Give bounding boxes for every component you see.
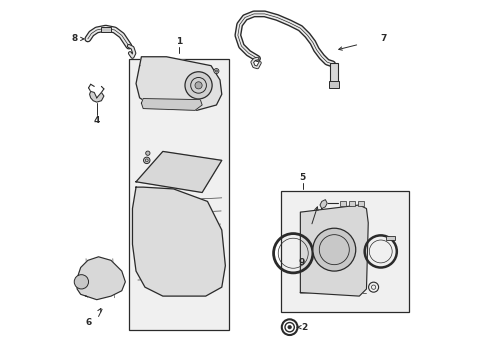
Text: 2: 2 bbox=[301, 323, 308, 332]
Text: 9: 9 bbox=[299, 258, 305, 267]
Bar bbox=[101, 27, 111, 32]
Polygon shape bbox=[300, 205, 368, 296]
Circle shape bbox=[144, 157, 150, 163]
Bar bbox=[329, 81, 339, 88]
Bar bbox=[386, 236, 395, 240]
Text: 8: 8 bbox=[72, 35, 78, 44]
Polygon shape bbox=[136, 57, 222, 111]
Bar bbox=[129, 59, 229, 330]
Bar bbox=[348, 201, 355, 206]
Text: 1: 1 bbox=[176, 37, 182, 46]
Text: 4: 4 bbox=[94, 116, 100, 125]
Circle shape bbox=[74, 275, 89, 289]
Text: 6: 6 bbox=[85, 318, 92, 327]
Circle shape bbox=[146, 151, 150, 156]
Polygon shape bbox=[320, 200, 327, 208]
Polygon shape bbox=[77, 257, 125, 300]
Bar bbox=[330, 63, 338, 82]
Bar bbox=[281, 191, 409, 312]
Circle shape bbox=[215, 70, 218, 72]
Polygon shape bbox=[142, 99, 202, 111]
Polygon shape bbox=[136, 152, 222, 193]
Text: 3: 3 bbox=[171, 210, 177, 219]
Circle shape bbox=[195, 82, 202, 89]
Circle shape bbox=[313, 228, 356, 271]
Circle shape bbox=[185, 72, 212, 99]
Text: 7: 7 bbox=[380, 35, 387, 44]
Polygon shape bbox=[90, 91, 104, 102]
Polygon shape bbox=[132, 187, 225, 296]
Circle shape bbox=[214, 68, 219, 73]
Text: 5: 5 bbox=[300, 173, 306, 182]
Bar bbox=[358, 201, 364, 206]
Circle shape bbox=[288, 325, 292, 329]
Bar bbox=[340, 201, 346, 206]
